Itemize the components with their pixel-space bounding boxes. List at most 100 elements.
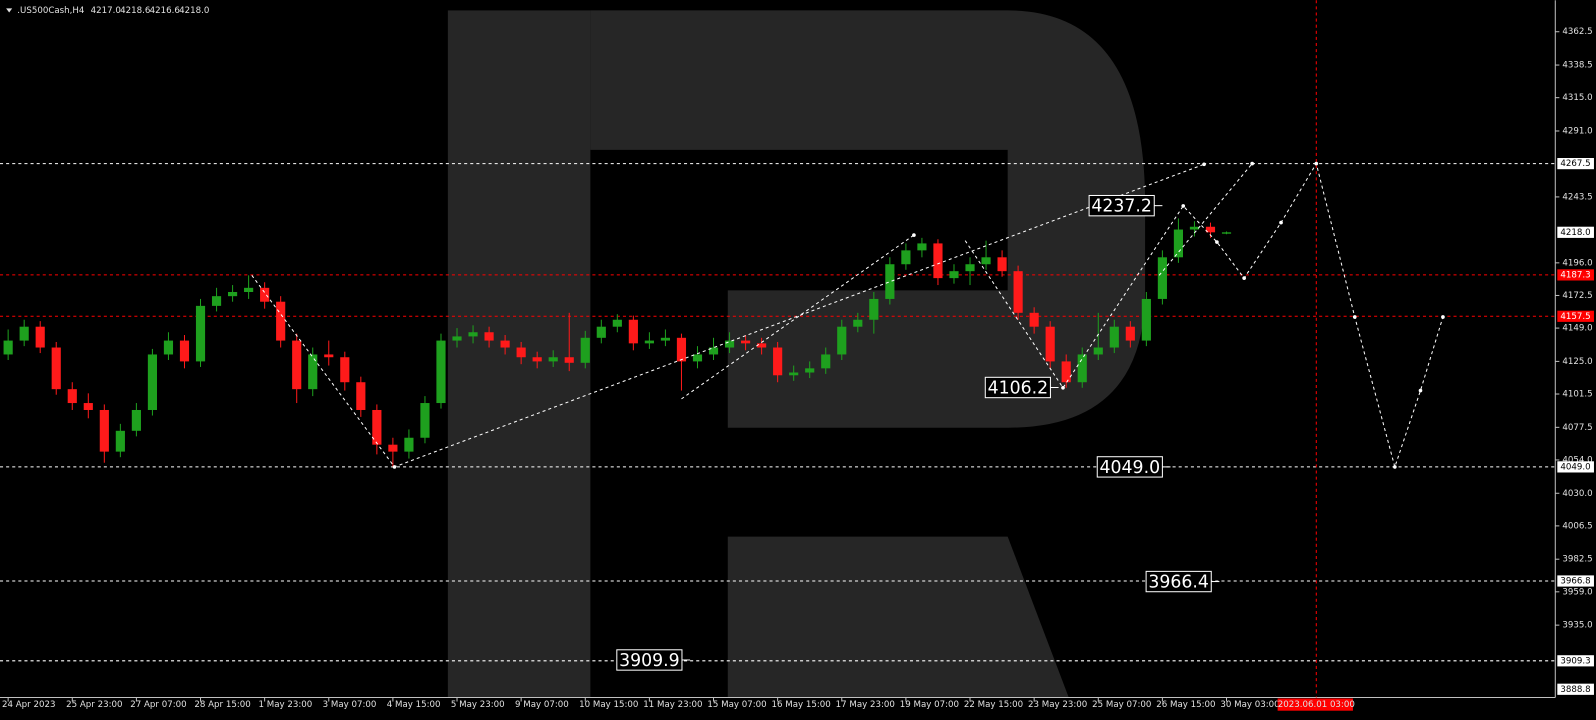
candle-body [468, 332, 478, 337]
candle-body [708, 347, 719, 355]
ohlc-close: 4218.0 [179, 6, 209, 16]
candle-body [1157, 257, 1167, 299]
candle-body [1189, 226, 1200, 230]
forecast-arrow [1061, 385, 1065, 390]
ohlc-low: 4216.6 [150, 6, 180, 16]
level-label: 3966.8 [1560, 576, 1590, 586]
forecast-arrow [1250, 161, 1254, 166]
cursor-label: 2023.06.01 03:00 [1278, 700, 1355, 710]
forecast-arrow [1352, 315, 1357, 319]
candle-body [404, 437, 414, 452]
cursor-box [1277, 698, 1353, 711]
candle-body [548, 357, 558, 362]
candle-body [628, 319, 638, 344]
x-tick-label: 22 May 15:00 [964, 700, 1023, 710]
candle-body [612, 319, 622, 327]
candle-body [340, 357, 350, 383]
candle-body [500, 340, 510, 348]
forecast-arrow [1242, 276, 1246, 280]
level-box [1557, 575, 1594, 587]
y-tick-label: 3935.0 [1562, 621, 1592, 631]
x-tick-label: 4 May 15:00 [387, 700, 441, 710]
candle-body [949, 271, 959, 279]
candle-body [115, 430, 125, 452]
candle-body [660, 337, 671, 341]
candle-body [1013, 271, 1023, 313]
y-tick-label: 4125.0 [1562, 357, 1592, 367]
candle-body [228, 291, 238, 297]
x-tick-label: 3 May 07:00 [323, 700, 377, 710]
x-tick-label: 27 Apr 07:00 [130, 700, 186, 710]
x-tick-label: 19 May 07:00 [900, 700, 959, 710]
candle-body [516, 347, 526, 358]
candle-body [821, 354, 831, 369]
candle-body [420, 403, 430, 438]
level-label: 4267.5 [1560, 159, 1590, 169]
price-label: 4049.0 [1100, 458, 1161, 478]
candle-body [564, 357, 574, 363]
candle-body [532, 357, 542, 362]
forecast-arrow [1279, 220, 1283, 225]
candle-body [1109, 326, 1119, 348]
candle-body [1061, 361, 1071, 383]
x-tick-label: 24 Apr 2023 [2, 700, 55, 710]
y-tick-label: 4291.0 [1562, 126, 1592, 136]
forecast-arrow [1418, 388, 1423, 393]
candle-body [1141, 298, 1151, 341]
forecast-arrow [1393, 465, 1397, 469]
candle-body [692, 354, 703, 362]
candle-body [484, 332, 494, 341]
candle-body [741, 340, 751, 344]
price-label: 4237.2 [1091, 197, 1152, 217]
forecast-arrow [1441, 315, 1445, 319]
candle-body [965, 264, 975, 272]
candle-body [885, 264, 895, 299]
level-box [1557, 683, 1594, 695]
candle-body [757, 343, 767, 348]
symbol: .US500Cash,H4 [17, 6, 85, 16]
menu-arrow[interactable] [6, 8, 13, 13]
level-box [1557, 269, 1594, 281]
candle-body [1205, 226, 1216, 233]
candle-body [67, 389, 77, 404]
forecast-arrow [1314, 161, 1319, 166]
level-box [1557, 226, 1594, 238]
y-tick-label: 4030.0 [1562, 489, 1592, 499]
x-tick-label: 11 May 23:00 [643, 700, 702, 710]
y-tick-label: 4172.5 [1562, 291, 1592, 301]
y-tick-label: 4149.0 [1562, 324, 1592, 334]
y-tick-label: 4243.5 [1562, 192, 1592, 202]
candle-body [99, 409, 109, 452]
candle-body [452, 336, 462, 341]
price-label: 3966.4 [1148, 573, 1209, 593]
candle-body [644, 340, 654, 344]
candle-body [276, 301, 286, 341]
y-tick-label: 4362.5 [1562, 27, 1592, 37]
level-box [1557, 310, 1594, 322]
ohlc-open: 4217.0 [91, 6, 121, 16]
x-tick-label: 25 Apr 23:00 [66, 700, 122, 710]
candle-body [1093, 347, 1103, 355]
x-tick-label: 1 May 23:00 [259, 700, 313, 710]
x-tick-label: 25 May 07:00 [1092, 700, 1151, 710]
candle-body [981, 257, 991, 265]
candle-body [436, 340, 446, 404]
x-tick-label: 17 May 23:00 [836, 700, 895, 710]
x-tick-label: 15 May 07:00 [707, 700, 766, 710]
y-tick-label: 4196.0 [1562, 258, 1592, 268]
candle-body [917, 243, 927, 251]
y-tick-label: 4101.5 [1562, 390, 1592, 400]
candle-body [724, 340, 735, 348]
candle-body [676, 337, 687, 362]
candle-body [131, 409, 141, 431]
candle-body [1125, 326, 1135, 341]
level-box [1557, 461, 1594, 473]
candle-body [324, 354, 334, 358]
y-tick-label: 4054.0 [1562, 455, 1592, 465]
forecast-arrow [1215, 240, 1219, 244]
candle-body [933, 243, 943, 279]
x-tick-label: 26 May 15:00 [1156, 700, 1215, 710]
level-box [1557, 655, 1594, 667]
